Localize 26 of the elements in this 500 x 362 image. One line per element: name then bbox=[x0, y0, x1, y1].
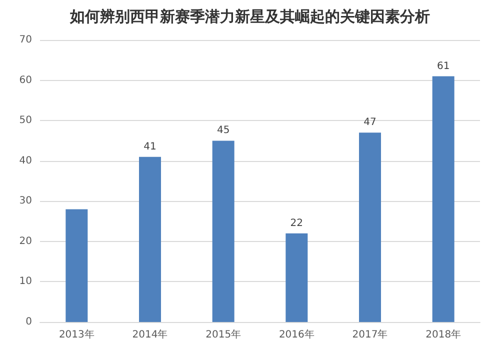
y-tick-label: 10 bbox=[19, 276, 32, 288]
x-tick-label: 2013年 bbox=[58, 328, 94, 340]
y-tick-label: 20 bbox=[19, 236, 32, 247]
x-tick-label: 2018年 bbox=[426, 328, 462, 340]
y-tick-label: 60 bbox=[19, 74, 32, 86]
y-tick-label: 50 bbox=[19, 115, 32, 126]
bar bbox=[432, 76, 454, 322]
y-tick-label: 30 bbox=[19, 196, 32, 207]
bar bbox=[139, 156, 161, 322]
data-label: 61 bbox=[436, 60, 450, 72]
bar bbox=[286, 233, 308, 322]
x-tick-label: 2015年 bbox=[206, 328, 242, 340]
data-label: 45 bbox=[216, 125, 230, 136]
y-tick-label: 70 bbox=[19, 34, 32, 46]
y-tick-label: 40 bbox=[19, 155, 32, 166]
bar bbox=[212, 140, 234, 322]
x-tick-label: 2016年 bbox=[278, 328, 314, 340]
data-label: 47 bbox=[364, 117, 376, 128]
data-label: 22 bbox=[290, 218, 304, 229]
bar bbox=[359, 132, 381, 322]
bar bbox=[66, 209, 88, 322]
y-tick-label: 0 bbox=[26, 316, 32, 328]
x-tick-label: 2014年 bbox=[132, 328, 168, 340]
data-label: 41 bbox=[144, 141, 156, 152]
chart-title: 如何辨别西甲新赛季潜力新星及其崛起的关键因素分析 bbox=[69, 8, 430, 26]
x-tick-label: 2017年 bbox=[352, 328, 388, 340]
